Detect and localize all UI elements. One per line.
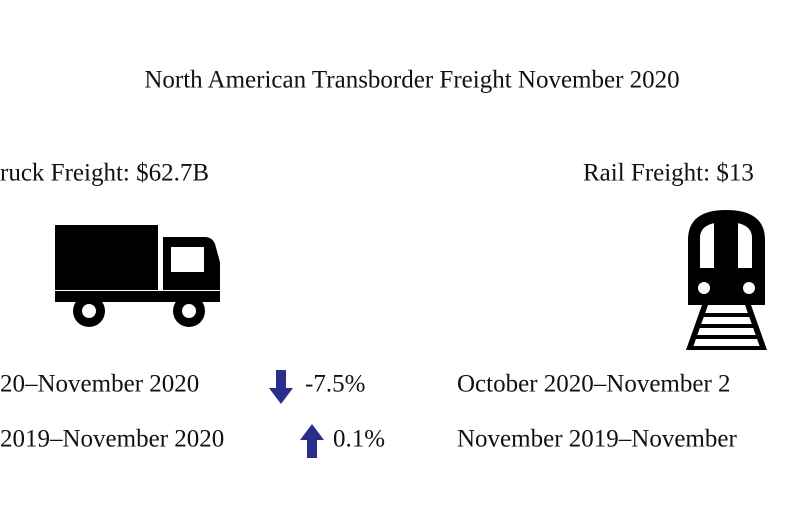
truck-period: 20–November 2020 (0, 371, 199, 398)
title: North American Transborder Freight Novem… (144, 67, 679, 94)
rail-label: Rail Freight: $13 (583, 160, 754, 187)
truck-change: 0.1% (333, 426, 385, 453)
up-arrow (300, 424, 324, 458)
truck-change: -7.5% (305, 371, 365, 398)
truck-period: 2019–November 2020 (0, 426, 224, 453)
rail-period: November 2019–November (457, 426, 737, 453)
rail-period: October 2020–November 2 (457, 371, 731, 398)
train-icon (686, 210, 767, 350)
truck-label: ruck Freight: $62.7B (0, 160, 209, 187)
down-arrow (269, 370, 293, 404)
truck-icon (55, 225, 220, 327)
